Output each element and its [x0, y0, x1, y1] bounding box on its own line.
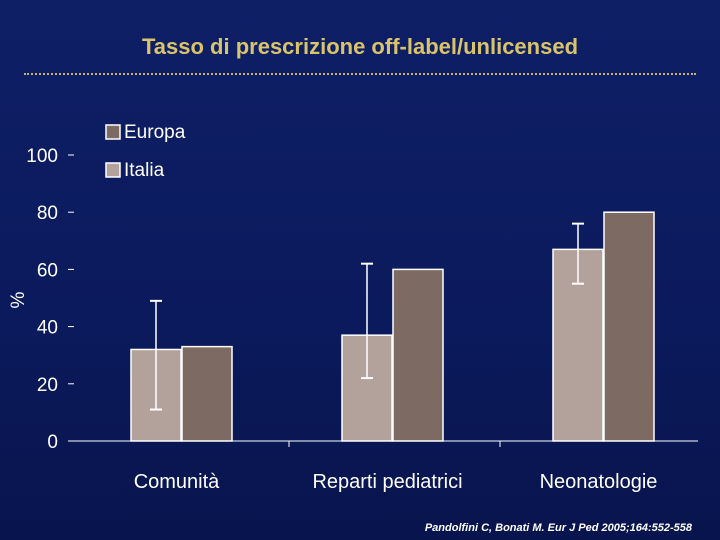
legend: Europa Italia	[105, 122, 186, 181]
error-bars	[150, 222, 584, 411]
bar-europa	[392, 268, 444, 442]
bar-series	[130, 211, 655, 442]
legend-label: Italia	[124, 160, 165, 181]
y-tick-label: 40	[37, 318, 58, 339]
x-tick-label: Reparti pediatrici	[312, 471, 462, 493]
y-tick-label: 0	[47, 432, 58, 453]
x-tick-label: Comunità	[134, 471, 220, 493]
legend-label: Europa	[124, 122, 186, 143]
legend-swatch-italia	[105, 162, 121, 178]
title-divider	[24, 73, 696, 75]
y-tick-label: 80	[37, 203, 58, 224]
bar-europa	[603, 211, 655, 442]
citation: Pandolfini C, Bonati M. Eur J Ped 2005;1…	[424, 522, 692, 534]
y-tick-label: 20	[37, 375, 58, 396]
y-axis-ticks: 0 20 40 60 80 100	[26, 146, 74, 453]
y-axis-label: %	[8, 291, 29, 308]
y-tick-label: 100	[26, 146, 58, 167]
x-tick-label: Neonatologie	[540, 471, 658, 493]
axes	[70, 440, 698, 447]
y-tick-label: 60	[37, 260, 58, 281]
legend-swatch-europa	[105, 124, 121, 140]
x-axis-labels: Comunità Reparti pediatrici Neonatologie	[134, 471, 658, 493]
bar-europa	[181, 345, 233, 442]
chart-title: Tasso di prescrizione off-label/unlicens…	[141, 34, 579, 59]
bar-italia	[552, 248, 604, 442]
